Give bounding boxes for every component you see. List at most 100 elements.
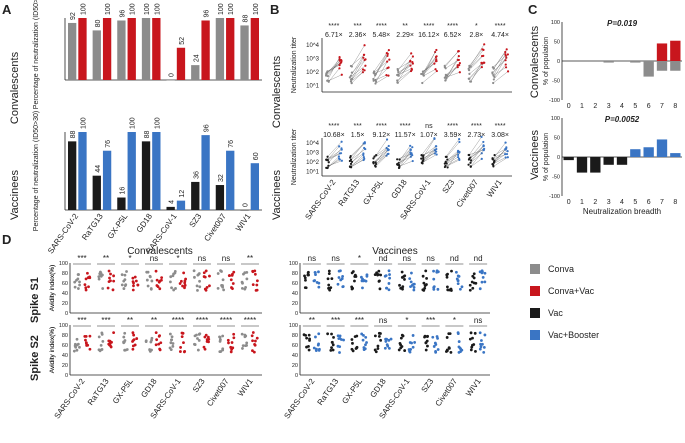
chart-b-top-point-pre (350, 65, 353, 68)
panel-letter-a: A (2, 2, 12, 17)
chart-b-top-pair-line (493, 64, 506, 80)
chart-d-s1-vac-point (445, 275, 449, 279)
chart-b-top-point-post (506, 70, 510, 73)
chart-b-top-pair-line (470, 49, 484, 67)
chart-b-bottom-point-post (363, 142, 366, 145)
chart-d-s1-conva-point (160, 276, 164, 280)
chart-d-s1-vac-point (456, 279, 460, 283)
chart-d-s1-conva-point (146, 284, 150, 288)
chart-d-s1-conva-point (87, 285, 90, 289)
chart-c-top-bar-pos (656, 43, 668, 61)
chart-a-top-bar-label: 52 (179, 37, 186, 45)
chart-b-bottom-point-post (364, 147, 367, 151)
chart-b-bottom-point-pre (397, 161, 400, 165)
chart-d-s1-conva-point (78, 280, 81, 284)
chart-d-s2-vac-point (312, 346, 316, 350)
chart-d-title-vac: Vaccinees (372, 246, 417, 257)
chart-d-s2-conva-point (193, 342, 196, 346)
chart-c-top-ytick: 100 (551, 20, 560, 26)
chart-b-top-pair-line (494, 54, 509, 77)
chart-d-s2-conva-point (181, 331, 185, 335)
chart-c-top-xtick: 3 (607, 103, 611, 110)
chart-d-s1-vac-point (425, 283, 428, 286)
chart-d-s2-conva-point (207, 337, 211, 341)
chart-b-top-point-post (364, 58, 367, 61)
chart-d-s2-vac-point (377, 331, 381, 335)
chart-b-bottom-xtick: RaTG13 (337, 178, 362, 208)
chart-b-top-pair-line (469, 44, 485, 68)
chart-b-top-pair-line (445, 63, 460, 81)
chart-d-s1-conva-point (232, 270, 236, 274)
chart-d-s1-vac-point (312, 279, 316, 283)
chart-d-s1-conva-point (220, 270, 223, 273)
chart-a-bottom-bar (240, 210, 249, 211)
chart-b-top-point-post (483, 43, 486, 46)
chart-d-s1-vac-point (307, 273, 310, 277)
chart-d-s1-vac-point (361, 286, 364, 290)
chart-d-s1-conva-point (136, 283, 140, 287)
chart-d-s1-vac-point (376, 273, 380, 276)
chart-d-s1-vac-point (313, 271, 317, 275)
chart-b-top-point-pre (397, 71, 400, 74)
chart-d-s1-vac-point (385, 286, 389, 290)
chart-d-s1-vac-ylabel: Avidity index(%) (49, 265, 56, 311)
chart-b-bottom-pair-line (397, 154, 411, 160)
chart-b-bottom-point-post (409, 148, 412, 151)
chart-a-bottom-bar-label: 16 (119, 187, 126, 195)
chart-d-s2-conva-ytick: 80 (62, 333, 68, 339)
chart-c-top-ytick: 50 (554, 40, 560, 46)
chart-d-s2-vac-point (445, 348, 449, 352)
chart-d-s1-conva-point (131, 280, 135, 284)
chart-d-s1-vac-ytick: 60 (292, 281, 298, 287)
chart-d-s2-conva-point (132, 338, 136, 342)
chart-d-s1-vac-point (412, 288, 416, 292)
chart-b-bottom-pair-line (399, 155, 413, 168)
chart-b-bottom-point-post (433, 137, 436, 140)
chart-a-bottom-bar (191, 181, 200, 210)
chart-a-bottom-bar-label: 12 (179, 190, 186, 198)
chart-b-bottom-ytick: 10^1 (306, 169, 319, 175)
chart-b-top-pair-line (422, 70, 437, 84)
chart-d-s1-conva-point (120, 273, 124, 277)
chart-d-s2-vac-point (305, 336, 309, 340)
chart-d-s2-vac-point (447, 346, 451, 350)
chart-b-top-pair-line (398, 56, 414, 76)
chart-b-top-point-post (481, 48, 484, 51)
chart-b-bottom-pair-line (494, 148, 506, 156)
chart-b-top-point-post (458, 61, 461, 65)
chart-b-top-point-post (504, 50, 507, 54)
chart-b-bottom-point-post (411, 146, 414, 149)
chart-d-s1-conva-ytick: 60 (62, 281, 68, 287)
chart-d-s1-vac-point (337, 276, 341, 279)
chart-b-bottom-ytick: 10^2 (306, 160, 319, 166)
chart-d-s2-vac-point (336, 334, 340, 338)
chart-d-s1-conva-point (255, 288, 259, 292)
chart-b-top-point-post (361, 68, 365, 71)
chart-b-top-point-post (387, 74, 390, 77)
chart-b-top-pair-line (351, 70, 365, 84)
chart-d-s1-conva-point (112, 279, 116, 283)
chart-a-top-bar (166, 80, 175, 81)
chart-d-s1-conva-point (99, 270, 102, 274)
chart-d-s1-vac-point (327, 286, 331, 290)
chart-d-s2-conva-point (123, 331, 127, 335)
chart-d-s2-conva-point (169, 338, 173, 342)
chart-b-top-point-pre (348, 76, 351, 79)
chart-b-bottom-pair-line (351, 153, 364, 162)
chart-c-top-bar-pos (670, 40, 681, 61)
chart-d-s1-vac-sig: ns (403, 254, 411, 263)
chart-d-s1-vac-point (353, 279, 356, 283)
chart-d-s2-vac-point (317, 332, 321, 336)
chart-c-bottom-ytick: 0 (557, 155, 560, 161)
chart-d-s2-vac-point (383, 346, 387, 350)
chart-d-s2-vac-point (482, 345, 486, 349)
chart-d-s2-conva-point (112, 331, 116, 335)
chart-d-s1-vac-point (377, 279, 381, 283)
chart-b-bottom-point-pre (422, 155, 425, 159)
chart-d-s2-vac-xtick: SARS-CoV-2 (282, 377, 316, 421)
chart-b-bottom-point-pre (467, 163, 470, 166)
chart-d-s2-vac-point (398, 342, 402, 345)
chart-a-top-bar-label: 100 (218, 3, 225, 15)
chart-d-s2-conva-point (218, 339, 222, 343)
chart-b-bottom-point-pre (372, 157, 375, 160)
